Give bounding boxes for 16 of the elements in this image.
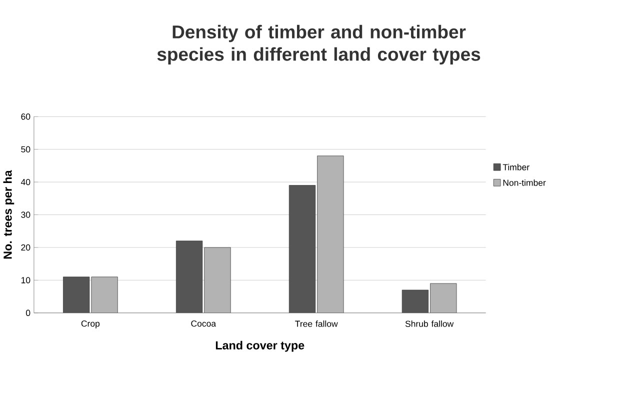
y-tick-label: 60	[21, 113, 30, 120]
y-tick-label: 20	[21, 244, 30, 251]
x-tick-label: Tree fallow	[295, 320, 338, 327]
x-axis-title: Land cover type	[216, 340, 304, 352]
x-tick-label: Cocoa	[191, 320, 216, 327]
y-tick-label: 30	[21, 212, 30, 218]
y-tick-label: 10	[21, 277, 30, 284]
y-tick-label: 50	[21, 146, 30, 152]
legend-label: Timber	[502, 164, 530, 170]
legend-label: Non-timber	[503, 179, 546, 186]
y-tick-label: 0	[26, 310, 30, 316]
x-tick-label: Shrub fallow	[405, 320, 454, 327]
chart-title: Density of timber and non-timber species in different land cover types	[157, 24, 480, 64]
y-axis-title: No. trees per ha	[3, 170, 14, 259]
x-tick-label: Crop	[81, 320, 100, 328]
y-tick-label: 40	[20, 178, 30, 186]
